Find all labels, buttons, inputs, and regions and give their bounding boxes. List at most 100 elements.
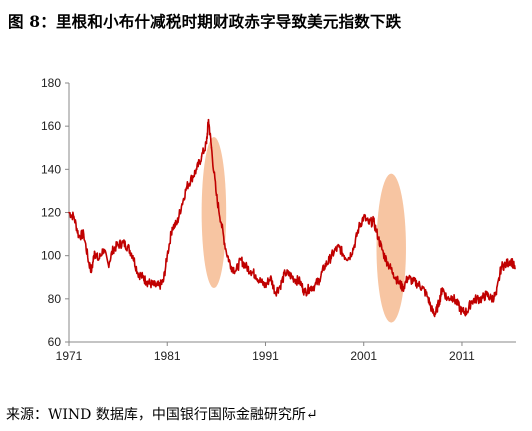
data-point	[358, 226, 360, 229]
data-point	[136, 272, 139, 274]
data-point	[426, 295, 429, 298]
data-point	[461, 310, 463, 313]
data-point	[367, 222, 370, 225]
data-point	[181, 203, 183, 205]
highlight-regions	[201, 136, 406, 323]
x-tick-label: 2011	[449, 349, 475, 363]
data-point	[434, 313, 437, 315]
x-tick-label: 2001	[350, 349, 377, 363]
data-point	[249, 269, 252, 272]
data-point	[158, 285, 161, 287]
data-point	[171, 226, 173, 229]
x-tick-label: 1991	[252, 349, 279, 363]
data-point	[200, 155, 203, 158]
data-point	[269, 276, 272, 279]
data-point	[353, 246, 355, 248]
data-point	[87, 261, 90, 263]
data-point	[220, 222, 223, 225]
data-point	[210, 146, 213, 149]
data-point	[451, 295, 453, 298]
data-point	[264, 285, 267, 287]
data-point	[225, 250, 227, 253]
data-point	[230, 265, 232, 268]
data-point	[490, 298, 493, 300]
highlight-ellipse-1	[201, 136, 227, 289]
data-point	[456, 302, 458, 304]
data-point	[78, 235, 80, 238]
data-point	[328, 259, 331, 261]
y-tick-label: 180	[41, 76, 61, 90]
data-point	[90, 269, 93, 272]
data-point	[466, 310, 468, 313]
data-point	[102, 248, 105, 250]
data-point	[127, 246, 129, 248]
x-tick-labels: 1971 1981 1991 2001 2011	[56, 349, 476, 363]
data-point	[235, 269, 237, 272]
y-tick-label: 120	[41, 206, 61, 220]
x-tick-label: 1971	[56, 349, 83, 363]
data-point	[470, 300, 473, 302]
y-tick-label: 100	[41, 249, 61, 263]
data-point	[318, 278, 321, 281]
data-point	[97, 259, 100, 261]
data-point	[500, 265, 503, 268]
data-point	[186, 185, 188, 188]
data-point	[485, 293, 488, 296]
data-point	[372, 220, 375, 222]
data-point	[348, 257, 350, 259]
data-point	[240, 259, 242, 261]
data-point	[343, 254, 345, 257]
data-point	[313, 285, 316, 287]
data-point	[289, 274, 291, 276]
data-point	[441, 287, 444, 289]
data-point	[402, 287, 404, 289]
data-point	[294, 278, 296, 281]
data-point	[149, 282, 152, 285]
data-point	[407, 276, 409, 279]
data-point	[259, 280, 262, 283]
data-point	[195, 168, 198, 171]
data-point	[132, 254, 134, 257]
data-point	[191, 177, 193, 179]
data-point	[303, 291, 306, 294]
data-point	[308, 287, 311, 289]
data-point	[254, 274, 257, 276]
y-tick-label: 140	[41, 162, 61, 176]
data-point	[274, 291, 277, 294]
y-tick-label: 160	[41, 119, 61, 133]
data-point	[107, 263, 110, 266]
data-point	[205, 142, 208, 145]
data-point	[323, 265, 326, 268]
data-point	[93, 250, 96, 253]
data-point	[299, 280, 301, 283]
data-point	[377, 237, 380, 240]
data-point	[333, 250, 336, 253]
data-point	[162, 280, 165, 283]
data-point	[421, 287, 424, 289]
data-point	[166, 254, 169, 257]
data-point	[338, 246, 340, 248]
data-point	[412, 280, 414, 283]
data-point	[112, 248, 115, 250]
data-point	[495, 293, 498, 296]
data-point	[176, 222, 178, 225]
data-point	[279, 285, 282, 287]
data-point	[154, 285, 157, 287]
data-point	[382, 252, 385, 255]
data-point	[207, 118, 210, 121]
data-point	[416, 282, 419, 285]
data-point	[505, 263, 507, 266]
y-tick-label: 60	[48, 335, 62, 349]
y-tick-label: 80	[48, 292, 62, 306]
highlight-ellipse-2	[376, 173, 406, 323]
data-point	[245, 265, 247, 268]
data-point	[387, 263, 390, 266]
data-point	[475, 298, 478, 300]
data-point	[68, 211, 70, 214]
data-point	[446, 298, 449, 300]
data-point	[514, 267, 516, 270]
data-point	[145, 280, 148, 283]
data-point	[117, 244, 119, 246]
data-point	[397, 280, 399, 283]
